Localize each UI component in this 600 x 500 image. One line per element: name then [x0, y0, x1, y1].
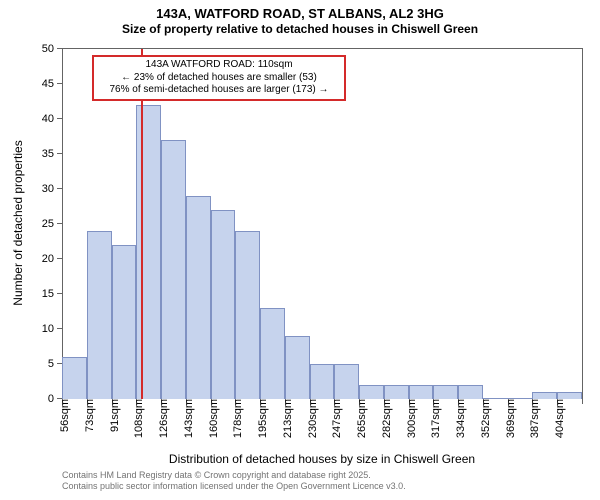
x-tick-label: 143sqm	[177, 399, 195, 438]
histogram-bar	[532, 392, 557, 399]
histogram-bar	[161, 140, 186, 399]
x-axis-label: Distribution of detached houses by size …	[169, 452, 475, 466]
histogram-bar	[62, 357, 87, 399]
y-axis-label: Number of detached properties	[11, 140, 25, 305]
x-tick-label: 160sqm	[202, 399, 220, 438]
x-tick-label: 352sqm	[474, 399, 492, 438]
x-tick-label: 317sqm	[424, 399, 442, 438]
annotation-line: 76% of semi-detached houses are larger (…	[98, 84, 340, 97]
y-tick-label: 30	[42, 183, 62, 195]
x-tick-label: 213sqm	[276, 399, 294, 438]
annotation-line: ← 23% of detached houses are smaller (53…	[98, 72, 340, 85]
title-line-2: Size of property relative to detached ho…	[0, 22, 600, 36]
histogram-bar	[211, 210, 236, 399]
subject-property-marker	[141, 49, 143, 399]
x-tick-label: 126sqm	[152, 399, 170, 438]
y-tick-label: 10	[42, 323, 62, 335]
x-tick-label: 369sqm	[499, 399, 517, 438]
x-tick-label: 108sqm	[127, 399, 145, 438]
histogram-bar	[87, 231, 112, 399]
histogram-bar	[384, 385, 409, 399]
x-tick-label: 73sqm	[78, 399, 96, 432]
x-tick-label: 178sqm	[226, 399, 244, 438]
attribution-line-1: Contains HM Land Registry data © Crown c…	[62, 470, 406, 481]
title-line-1: 143A, WATFORD ROAD, ST ALBANS, AL2 3HG	[0, 6, 600, 21]
histogram-bar	[359, 385, 384, 399]
histogram-bar	[557, 392, 582, 399]
y-axis-line	[62, 49, 63, 399]
histogram-bar	[186, 196, 211, 399]
x-tick-label: 56sqm	[53, 399, 71, 432]
x-tick-label: 334sqm	[449, 399, 467, 438]
y-tick-label: 15	[42, 288, 62, 300]
attribution-text: Contains HM Land Registry data © Crown c…	[62, 470, 406, 492]
x-tick-label: 247sqm	[325, 399, 343, 438]
histogram-bar	[483, 398, 508, 399]
histogram-bar	[458, 385, 483, 399]
x-tick-label: 91sqm	[103, 399, 121, 432]
x-tick-mark	[582, 399, 583, 404]
histogram-bar	[112, 245, 137, 399]
y-tick-label: 5	[48, 358, 62, 370]
histogram-bar	[235, 231, 260, 399]
y-tick-label: 25	[42, 218, 62, 230]
y-tick-label: 50	[42, 43, 62, 55]
y-tick-label: 20	[42, 253, 62, 265]
x-tick-label: 265sqm	[350, 399, 368, 438]
histogram-bar	[260, 308, 285, 399]
y-tick-label: 35	[42, 148, 62, 160]
y-tick-label: 40	[42, 113, 62, 125]
annotation-box: 143A WATFORD ROAD: 110sqm← 23% of detach…	[92, 55, 346, 101]
attribution-line-2: Contains public sector information licen…	[62, 481, 406, 492]
y-tick-label: 45	[42, 78, 62, 90]
chart-title: 143A, WATFORD ROAD, ST ALBANS, AL2 3HG S…	[0, 6, 600, 36]
x-tick-label: 404sqm	[548, 399, 566, 438]
x-tick-label: 282sqm	[375, 399, 393, 438]
x-tick-label: 387sqm	[523, 399, 541, 438]
histogram-bar	[285, 336, 310, 399]
annotation-line: 143A WATFORD ROAD: 110sqm	[98, 59, 340, 72]
histogram-bar	[433, 385, 458, 399]
x-tick-label: 300sqm	[400, 399, 418, 438]
plot-area: 0510152025303540455056sqm73sqm91sqm108sq…	[62, 48, 583, 399]
histogram-bar	[310, 364, 335, 399]
histogram-bar	[334, 364, 359, 399]
x-tick-label: 195sqm	[251, 399, 269, 438]
histogram-bar	[409, 385, 434, 399]
chart-root: 143A, WATFORD ROAD, ST ALBANS, AL2 3HG S…	[0, 0, 600, 500]
x-tick-label: 230sqm	[301, 399, 319, 438]
histogram-bar	[508, 398, 533, 399]
